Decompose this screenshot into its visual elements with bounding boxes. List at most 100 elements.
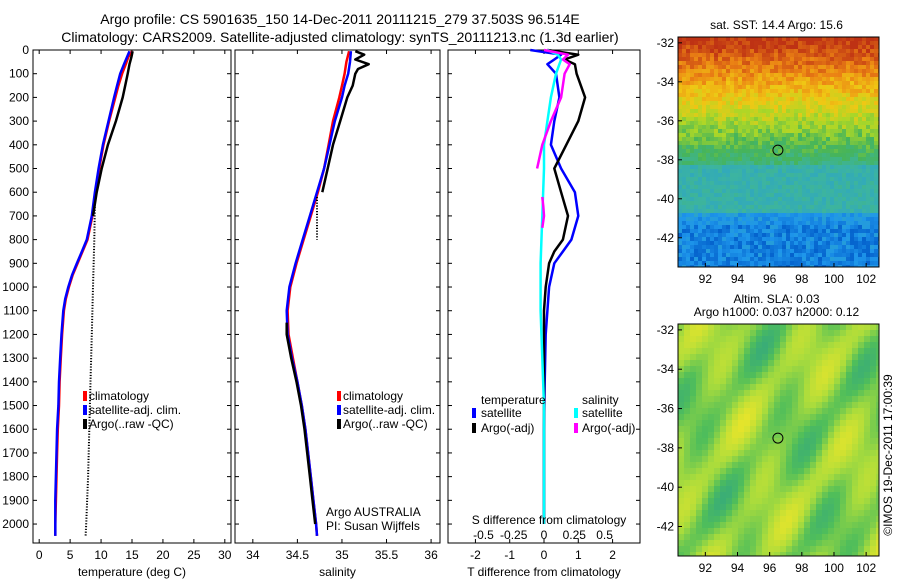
map-cell <box>726 101 730 105</box>
map-cell <box>732 378 738 384</box>
argo-annotation: Argo AUSTRALIA <box>326 505 421 519</box>
map-cell <box>830 173 834 177</box>
map-cell <box>782 181 786 185</box>
map-cell <box>754 257 758 261</box>
map-cell <box>762 528 768 534</box>
map-cell <box>782 121 786 125</box>
map-cell <box>694 185 698 189</box>
map-cell <box>780 528 786 534</box>
map-cell <box>734 121 738 125</box>
map-cell <box>786 450 792 456</box>
map-cell <box>840 522 846 528</box>
map-cell <box>750 69 754 73</box>
map-cell <box>786 197 790 201</box>
map-cell <box>762 125 766 129</box>
map-cell <box>758 93 762 97</box>
map-cell <box>746 61 750 65</box>
map-cell <box>786 336 792 342</box>
map-cell <box>798 205 802 209</box>
map-cell <box>862 153 866 157</box>
map-cell <box>828 354 834 360</box>
map-cell <box>746 93 750 97</box>
map-cell <box>846 261 850 265</box>
map-cell <box>858 480 864 486</box>
map-cell <box>738 414 744 420</box>
map-cell <box>794 109 798 113</box>
map-cell <box>826 49 830 53</box>
map-cell <box>858 173 862 177</box>
map-cell <box>846 41 850 45</box>
map-cell <box>780 348 786 354</box>
map-cell <box>818 97 822 101</box>
map-cell <box>822 396 828 402</box>
map-cell <box>758 117 762 121</box>
map-cell <box>694 61 698 65</box>
map-cell <box>822 69 826 73</box>
y-tick-label: 200 <box>9 90 29 104</box>
map-cell <box>726 197 730 201</box>
map-cell <box>876 420 879 426</box>
map-cell <box>870 229 874 233</box>
map-cell <box>806 153 810 157</box>
map-cell <box>854 161 858 165</box>
map-cell <box>726 97 730 101</box>
map-cell <box>682 101 686 105</box>
map-cell <box>826 57 830 61</box>
map-cell <box>794 85 798 89</box>
map-cell <box>842 181 846 185</box>
map-cell <box>874 177 878 181</box>
map-cell <box>766 41 770 45</box>
map-cell <box>690 546 696 552</box>
map-cell <box>746 153 750 157</box>
map-cell <box>834 354 840 360</box>
map-cell <box>702 450 708 456</box>
map-cell <box>786 432 792 438</box>
map-cell <box>768 540 774 546</box>
map-cell <box>762 354 768 360</box>
map-cell <box>726 342 732 348</box>
map-cell <box>706 233 710 237</box>
map-cell <box>866 249 870 253</box>
map-cell <box>790 265 794 267</box>
map-cell <box>778 249 782 253</box>
map-cell <box>690 221 694 225</box>
map-cell <box>742 225 746 229</box>
map-cell <box>726 534 732 540</box>
map-cell <box>786 384 792 390</box>
map-cell <box>790 97 794 101</box>
map-cell <box>850 149 854 153</box>
map-cell <box>858 426 864 432</box>
map-cell <box>810 516 816 522</box>
map-cell <box>774 233 778 237</box>
map-cell <box>866 121 870 125</box>
map-cell <box>818 157 822 161</box>
map-cell <box>870 354 876 360</box>
map-cell <box>778 117 782 121</box>
map-cell <box>852 486 858 492</box>
map-cell <box>732 474 738 480</box>
map-cell <box>694 173 698 177</box>
map-cell <box>858 89 862 93</box>
map-cell <box>850 257 854 261</box>
map-cell <box>766 37 770 41</box>
map-cell <box>750 157 754 161</box>
y-tick-label: 1900 <box>2 493 29 507</box>
map-cell <box>846 125 850 129</box>
map-cell <box>826 245 830 249</box>
map-cell <box>714 117 718 121</box>
map-cell <box>840 408 846 414</box>
map-cell <box>774 372 780 378</box>
map-cell <box>774 113 778 117</box>
map-cell <box>768 462 774 468</box>
map-cell <box>722 113 726 117</box>
map-cell <box>762 185 766 189</box>
map-cell <box>702 177 706 181</box>
map-cell <box>684 528 690 534</box>
map-cell <box>792 372 798 378</box>
map-cell <box>710 69 714 73</box>
y-tick-label: 1500 <box>2 399 29 413</box>
map-cell <box>846 137 850 141</box>
map-cell <box>738 233 742 237</box>
map-cell <box>708 498 714 504</box>
map-cell <box>702 173 706 177</box>
